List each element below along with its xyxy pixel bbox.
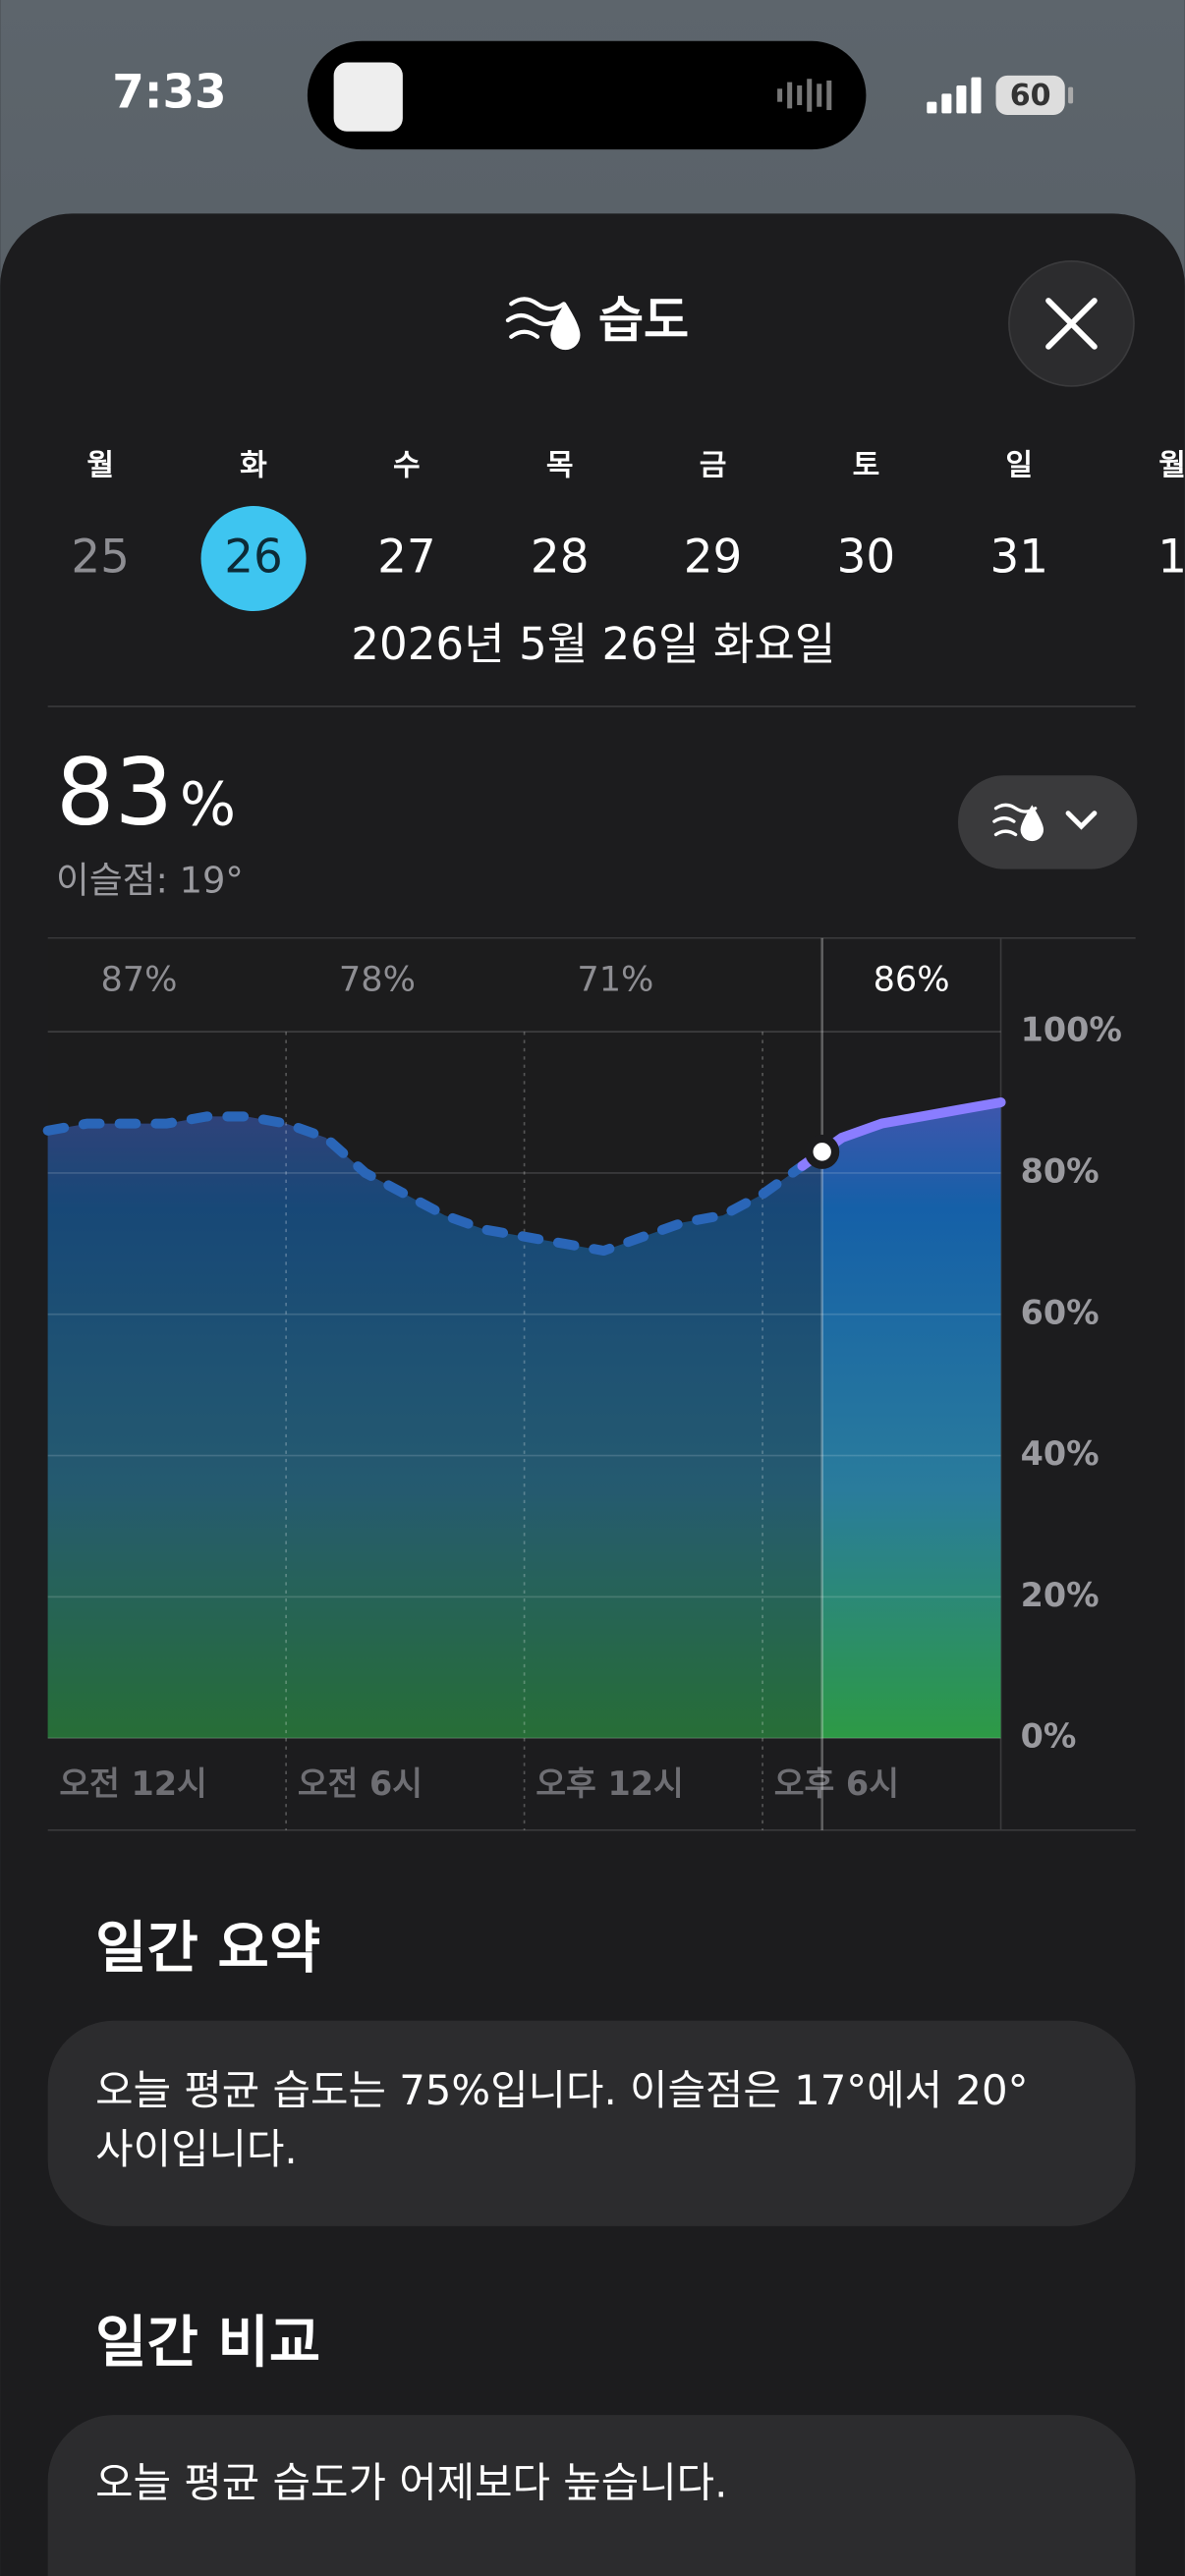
period-label: 78% bbox=[339, 959, 416, 999]
signal bbox=[927, 77, 982, 114]
battery-tip bbox=[1068, 86, 1074, 104]
y-tick-label: 0% bbox=[1021, 1717, 1077, 1756]
weekday: 월 bbox=[1158, 448, 1185, 482]
period-label: 86% bbox=[874, 959, 950, 999]
weekday: 월 bbox=[86, 448, 114, 482]
weekday: 화 bbox=[240, 448, 267, 482]
date[interactable]: 31 bbox=[989, 532, 1048, 585]
weekday: 토 bbox=[853, 448, 880, 482]
chart-picker[interactable] bbox=[958, 775, 1138, 869]
dynamic-island bbox=[307, 40, 867, 150]
comparison-card bbox=[47, 2415, 1136, 2576]
y-tick-label: 60% bbox=[1021, 1293, 1100, 1331]
x-tick-label: 오전 6시 bbox=[298, 1764, 423, 1803]
y-tick-label: 20% bbox=[1021, 1576, 1100, 1614]
dew-point: 이슬점: 19° bbox=[56, 859, 244, 901]
current-humidity: 83 bbox=[56, 740, 173, 847]
weekday: 일 bbox=[1005, 448, 1033, 482]
past-line bbox=[42, 1111, 808, 1257]
summary-text: 오늘 평균 습도는 75%입니다. 이슬점은 17°에서 20° bbox=[95, 2066, 1028, 2114]
date[interactable]: 27 bbox=[377, 532, 436, 585]
comparison-title: 일간 비교 bbox=[95, 2311, 320, 2376]
audio-wave bbox=[777, 79, 832, 112]
drop-icon bbox=[550, 302, 581, 351]
y-tick-label: 100% bbox=[1021, 1011, 1122, 1049]
date[interactable]: 26 bbox=[224, 532, 283, 585]
selected-day bbox=[200, 506, 307, 612]
weekday: 수 bbox=[393, 448, 421, 482]
humidity-icon bbox=[505, 297, 566, 339]
time: 7:33 bbox=[112, 66, 226, 119]
y-tick-label: 40% bbox=[1021, 1434, 1100, 1473]
date[interactable]: 28 bbox=[531, 532, 590, 585]
title: 습도 bbox=[598, 291, 689, 349]
app-icon bbox=[333, 62, 403, 132]
picker-drop bbox=[1020, 805, 1044, 842]
period-label: 87% bbox=[100, 959, 177, 999]
now-marker bbox=[805, 1134, 840, 1169]
current-unit: % bbox=[180, 770, 236, 839]
date[interactable]: 1 bbox=[1157, 532, 1185, 585]
date[interactable]: 30 bbox=[837, 532, 896, 585]
battery bbox=[995, 75, 1065, 116]
weekday: 금 bbox=[700, 448, 727, 482]
date[interactable]: 29 bbox=[684, 532, 743, 585]
y-tick-label: 80% bbox=[1021, 1151, 1100, 1190]
week-strip: 월 25 화 26 수 27 목 28 금 29 토 30 일 31 월 1 bbox=[71, 448, 1185, 612]
past-shade bbox=[47, 937, 822, 1739]
x-tick-label: 오후 12시 bbox=[536, 1764, 683, 1803]
x-tick-label: 오전 12시 bbox=[59, 1764, 206, 1803]
period-label: 71% bbox=[577, 959, 653, 999]
date[interactable]: 25 bbox=[71, 532, 130, 585]
summary-text: 사이입니다. bbox=[95, 2125, 298, 2173]
battery-level: 60 bbox=[1010, 79, 1051, 113]
summary-card bbox=[47, 2020, 1136, 2226]
comparison-text: 오늘 평균 습도가 어제보다 높습니다. bbox=[95, 2459, 727, 2507]
humidity-area bbox=[47, 1102, 1001, 1739]
weekday: 목 bbox=[546, 448, 574, 482]
close-icon bbox=[1045, 298, 1098, 350]
humidity-chart: 0% 20% 40% 60% 80% 100% 오전 12시 오전 6시 오후 12시 오후 6시… bbox=[42, 936, 1136, 1831]
x-tick-label: 오후 6시 bbox=[774, 1764, 899, 1803]
summary-title: 일간 요약 bbox=[95, 1916, 320, 1981]
full-date: 2026년 5월 26일 화요일 bbox=[351, 618, 835, 670]
